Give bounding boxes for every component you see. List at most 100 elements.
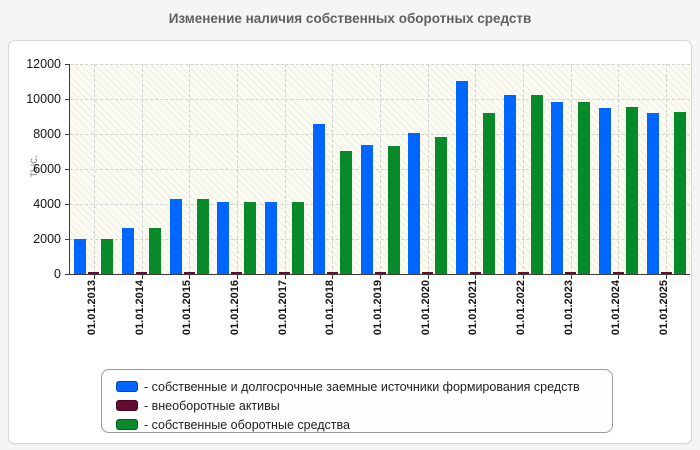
x-tick-label: 01.01.2022 [515, 280, 528, 336]
x-tick-mark [332, 275, 334, 279]
legend-label: - собственные оборотные средства [144, 417, 350, 432]
y-tick-label: 6000 [33, 162, 61, 176]
bar-sources [217, 202, 230, 274]
gridline-vertical [141, 64, 143, 274]
bar-own-working-capital [673, 112, 686, 274]
bar-sources [503, 95, 516, 274]
y-tick-label: 12000 [26, 57, 61, 71]
x-tick-mark [284, 275, 286, 279]
x-tick-mark [618, 275, 620, 279]
bar-noncurrent-assets [88, 272, 100, 274]
bar-own-working-capital [387, 146, 400, 274]
x-tick-label: 01.01.2025 [658, 280, 671, 336]
bar-noncurrent-assets [136, 272, 148, 274]
bar-noncurrent-assets [183, 272, 195, 274]
bar-noncurrent-assets [517, 272, 529, 274]
x-tick-label: 01.01.2023 [562, 280, 575, 336]
legend-swatch [116, 400, 138, 411]
gridline-vertical [93, 64, 95, 274]
bar-own-working-capital [292, 202, 305, 274]
y-tick-label: 4000 [33, 197, 61, 211]
bar-sources [74, 239, 87, 274]
x-tick-mark [427, 275, 429, 279]
legend-swatch [116, 381, 138, 392]
bar-sources [455, 81, 468, 274]
bar-own-working-capital [339, 151, 352, 274]
y-tick-mark [65, 204, 69, 205]
x-tick-mark [666, 275, 668, 279]
bar-own-working-capital [196, 199, 209, 274]
y-tick-mark [65, 99, 69, 100]
bar-own-working-capital [149, 228, 162, 274]
y-tick-mark [65, 169, 69, 170]
bar-own-working-capital [435, 137, 448, 274]
gridline-vertical [523, 64, 525, 274]
x-tick-mark [475, 275, 477, 279]
y-tick-mark [65, 274, 69, 275]
bar-noncurrent-assets [279, 272, 291, 274]
bar-own-working-capital [482, 113, 495, 274]
bar-sources [646, 113, 659, 274]
x-tick-mark [523, 275, 525, 279]
chart-title: Изменение наличия собственных оборотных … [168, 11, 532, 26]
y-tick-label: 8000 [33, 127, 61, 141]
bar-noncurrent-assets [565, 272, 577, 274]
x-tick-label: 01.01.2015 [181, 280, 194, 336]
gridline-vertical [427, 64, 429, 274]
bar-sources [408, 133, 421, 274]
x-tick-label: 01.01.2024 [610, 280, 623, 336]
x-tick-mark [93, 275, 95, 279]
gridline-vertical [570, 64, 572, 274]
bar-own-working-capital [625, 107, 638, 274]
bar-sources [265, 202, 278, 274]
bar-sources [312, 124, 325, 274]
legend-item: - внеоборотные активы [116, 396, 612, 415]
gridline-vertical [666, 64, 668, 274]
y-tick-mark [65, 239, 69, 240]
gridline-vertical [332, 64, 334, 274]
x-tick-label: 01.01.2017 [276, 280, 289, 336]
y-tick-label: 10000 [26, 92, 61, 106]
x-tick-mark [236, 275, 238, 279]
legend-label: - собственные и долгосрочные заемные ист… [144, 379, 580, 394]
legend-swatch [116, 419, 138, 430]
bar-sources [598, 108, 611, 274]
gridline-vertical [618, 64, 620, 274]
x-tick-label: 01.01.2016 [228, 280, 241, 336]
x-tick-mark [189, 275, 191, 279]
y-tick-mark [65, 134, 69, 135]
legend-item: - собственные и долгосрочные заемные ист… [116, 377, 612, 396]
legend: - собственные и долгосрочные заемные ист… [101, 369, 613, 433]
y-tick-mark [65, 64, 69, 65]
bar-noncurrent-assets [469, 272, 481, 274]
bar-noncurrent-assets [326, 272, 338, 274]
bar-own-working-capital [244, 202, 257, 274]
x-tick-label: 01.01.2013 [85, 280, 98, 336]
x-tick-label: 01.01.2020 [419, 280, 432, 336]
legend-item: - собственные оборотные средства [116, 415, 612, 434]
bar-sources [122, 228, 135, 274]
x-tick-label: 01.01.2019 [372, 280, 384, 336]
bar-sources [169, 199, 182, 274]
x-tick-label: 01.01.2018 [324, 280, 337, 336]
gridline-vertical [236, 64, 238, 274]
x-tick-label: 01.01.2021 [467, 280, 480, 336]
chart-card: тыс. 0 2000 4000 6000 8000 10000 12000 01.01.2… [8, 40, 692, 444]
bar-own-working-capital [101, 239, 114, 274]
bar-noncurrent-assets [374, 272, 386, 274]
gridline-vertical [380, 64, 381, 274]
bar-sources [360, 145, 373, 274]
x-tick-mark [141, 275, 143, 279]
bar-noncurrent-assets [231, 272, 243, 274]
x-tick-label: 01.01.2014 [133, 280, 146, 336]
y-tick-label: 2000 [33, 232, 61, 246]
x-tick-mark [380, 275, 381, 279]
bar-own-working-capital [578, 102, 591, 274]
gridline-vertical [189, 64, 191, 274]
bar-noncurrent-assets [422, 272, 434, 274]
plot-area [65, 64, 690, 279]
y-tick-label: 0 [54, 267, 61, 281]
bar-noncurrent-assets [660, 272, 672, 274]
x-tick-mark [570, 275, 572, 279]
gridline-vertical [284, 64, 286, 274]
